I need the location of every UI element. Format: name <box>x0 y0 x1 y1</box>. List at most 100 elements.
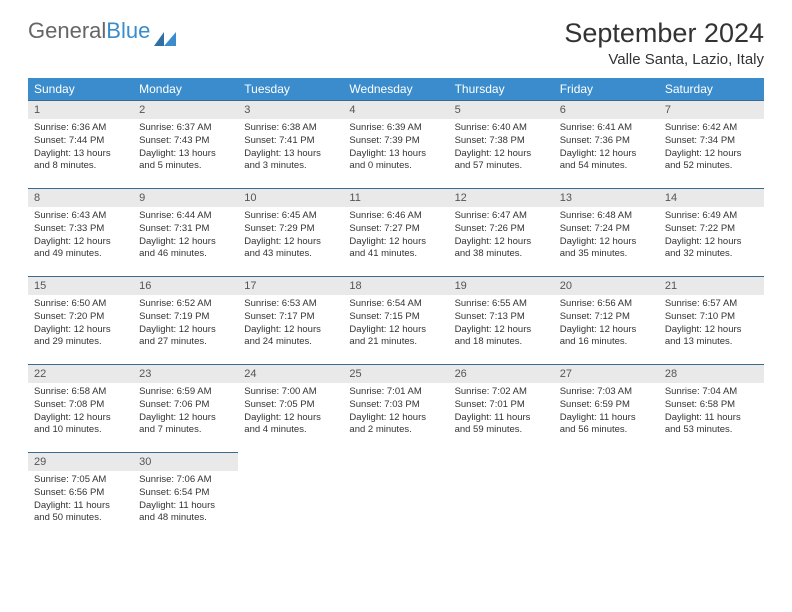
day-detail: Sunrise: 6:48 AMSunset: 7:24 PMDaylight:… <box>554 207 659 277</box>
day-number: 19 <box>449 277 554 296</box>
day-number: 2 <box>133 101 238 120</box>
sunrise-line: Sunrise: 6:36 AM <box>34 122 127 135</box>
detail-row: Sunrise: 7:05 AMSunset: 6:56 PMDaylight:… <box>28 471 764 540</box>
sunrise-line: Sunrise: 6:42 AM <box>665 122 758 135</box>
daylight-line: Daylight: 12 hours and 13 minutes. <box>665 324 758 350</box>
day-detail: Sunrise: 7:01 AMSunset: 7:03 PMDaylight:… <box>343 383 448 453</box>
day-detail: Sunrise: 7:03 AMSunset: 6:59 PMDaylight:… <box>554 383 659 453</box>
daynum-row: 15161718192021 <box>28 277 764 296</box>
daylight-line: Daylight: 13 hours and 8 minutes. <box>34 148 127 174</box>
day-detail: Sunrise: 6:38 AMSunset: 7:41 PMDaylight:… <box>238 119 343 189</box>
month-year: September 2024 <box>564 18 764 49</box>
daylight-line: Daylight: 12 hours and 27 minutes. <box>139 324 232 350</box>
day-detail: Sunrise: 6:45 AMSunset: 7:29 PMDaylight:… <box>238 207 343 277</box>
sunset-line: Sunset: 7:03 PM <box>349 399 442 412</box>
empty-cell <box>554 471 659 540</box>
day-number: 26 <box>449 365 554 384</box>
day-number: 3 <box>238 101 343 120</box>
daylight-line: Daylight: 12 hours and 49 minutes. <box>34 236 127 262</box>
empty-cell <box>343 471 448 540</box>
sunrise-line: Sunrise: 6:38 AM <box>244 122 337 135</box>
day-number: 10 <box>238 189 343 208</box>
calendar-table: SundayMondayTuesdayWednesdayThursdayFrid… <box>28 78 764 540</box>
daynum-row: 891011121314 <box>28 189 764 208</box>
sunrise-line: Sunrise: 6:37 AM <box>139 122 232 135</box>
sunset-line: Sunset: 7:20 PM <box>34 311 127 324</box>
header: GeneralBlue September 2024 Valle Santa, … <box>28 18 764 68</box>
sunset-line: Sunset: 7:36 PM <box>560 135 653 148</box>
daylight-line: Daylight: 11 hours and 59 minutes. <box>455 412 548 438</box>
brand-mark-icon <box>154 26 178 40</box>
sunrise-line: Sunrise: 7:02 AM <box>455 386 548 399</box>
day-detail: Sunrise: 7:02 AMSunset: 7:01 PMDaylight:… <box>449 383 554 453</box>
daylight-line: Daylight: 11 hours and 53 minutes. <box>665 412 758 438</box>
sunset-line: Sunset: 7:26 PM <box>455 223 548 236</box>
day-number: 6 <box>554 101 659 120</box>
location: Valle Santa, Lazio, Italy <box>564 51 764 68</box>
daylight-line: Daylight: 12 hours and 52 minutes. <box>665 148 758 174</box>
empty-cell <box>554 453 659 472</box>
sunrise-line: Sunrise: 6:55 AM <box>455 298 548 311</box>
daylight-line: Daylight: 13 hours and 0 minutes. <box>349 148 442 174</box>
day-detail: Sunrise: 6:52 AMSunset: 7:19 PMDaylight:… <box>133 295 238 365</box>
brand-text-1: General <box>28 18 106 44</box>
daynum-row: 22232425262728 <box>28 365 764 384</box>
day-number: 9 <box>133 189 238 208</box>
brand-logo: GeneralBlue <box>28 18 178 44</box>
sunset-line: Sunset: 7:29 PM <box>244 223 337 236</box>
day-number: 20 <box>554 277 659 296</box>
daylight-line: Daylight: 12 hours and 21 minutes. <box>349 324 442 350</box>
daylight-line: Daylight: 11 hours and 56 minutes. <box>560 412 653 438</box>
dow-header: Saturday <box>659 78 764 101</box>
day-detail: Sunrise: 6:49 AMSunset: 7:22 PMDaylight:… <box>659 207 764 277</box>
detail-row: Sunrise: 6:58 AMSunset: 7:08 PMDaylight:… <box>28 383 764 453</box>
day-detail: Sunrise: 6:36 AMSunset: 7:44 PMDaylight:… <box>28 119 133 189</box>
daylight-line: Daylight: 12 hours and 43 minutes. <box>244 236 337 262</box>
sunset-line: Sunset: 7:05 PM <box>244 399 337 412</box>
daynum-row: 1234567 <box>28 101 764 120</box>
sunset-line: Sunset: 7:34 PM <box>665 135 758 148</box>
day-number: 5 <box>449 101 554 120</box>
sunrise-line: Sunrise: 6:53 AM <box>244 298 337 311</box>
sunrise-line: Sunrise: 6:50 AM <box>34 298 127 311</box>
day-detail: Sunrise: 6:40 AMSunset: 7:38 PMDaylight:… <box>449 119 554 189</box>
day-number: 4 <box>343 101 448 120</box>
sunrise-line: Sunrise: 7:00 AM <box>244 386 337 399</box>
day-number: 30 <box>133 453 238 472</box>
daylight-line: Daylight: 11 hours and 50 minutes. <box>34 500 127 526</box>
sunrise-line: Sunrise: 6:43 AM <box>34 210 127 223</box>
sunrise-line: Sunrise: 6:49 AM <box>665 210 758 223</box>
sunset-line: Sunset: 7:24 PM <box>560 223 653 236</box>
daylight-line: Daylight: 13 hours and 5 minutes. <box>139 148 232 174</box>
sunset-line: Sunset: 7:13 PM <box>455 311 548 324</box>
sunset-line: Sunset: 7:41 PM <box>244 135 337 148</box>
sunrise-line: Sunrise: 7:06 AM <box>139 474 232 487</box>
sunset-line: Sunset: 7:19 PM <box>139 311 232 324</box>
daylight-line: Daylight: 12 hours and 4 minutes. <box>244 412 337 438</box>
sunset-line: Sunset: 7:15 PM <box>349 311 442 324</box>
day-detail: Sunrise: 6:44 AMSunset: 7:31 PMDaylight:… <box>133 207 238 277</box>
sunrise-line: Sunrise: 6:47 AM <box>455 210 548 223</box>
sunrise-line: Sunrise: 6:57 AM <box>665 298 758 311</box>
sunrise-line: Sunrise: 6:58 AM <box>34 386 127 399</box>
dow-header: Wednesday <box>343 78 448 101</box>
sunset-line: Sunset: 7:43 PM <box>139 135 232 148</box>
sunrise-line: Sunrise: 6:44 AM <box>139 210 232 223</box>
day-detail: Sunrise: 6:56 AMSunset: 7:12 PMDaylight:… <box>554 295 659 365</box>
day-number: 13 <box>554 189 659 208</box>
dow-header: Thursday <box>449 78 554 101</box>
day-number: 29 <box>28 453 133 472</box>
sunrise-line: Sunrise: 7:03 AM <box>560 386 653 399</box>
daylight-line: Daylight: 12 hours and 46 minutes. <box>139 236 232 262</box>
sunrise-line: Sunrise: 7:04 AM <box>665 386 758 399</box>
day-number: 28 <box>659 365 764 384</box>
empty-cell <box>449 453 554 472</box>
dow-header: Monday <box>133 78 238 101</box>
daylight-line: Daylight: 13 hours and 3 minutes. <box>244 148 337 174</box>
day-number: 25 <box>343 365 448 384</box>
sunset-line: Sunset: 6:54 PM <box>139 487 232 500</box>
sunrise-line: Sunrise: 7:01 AM <box>349 386 442 399</box>
sunrise-line: Sunrise: 7:05 AM <box>34 474 127 487</box>
daylight-line: Daylight: 11 hours and 48 minutes. <box>139 500 232 526</box>
day-number: 8 <box>28 189 133 208</box>
